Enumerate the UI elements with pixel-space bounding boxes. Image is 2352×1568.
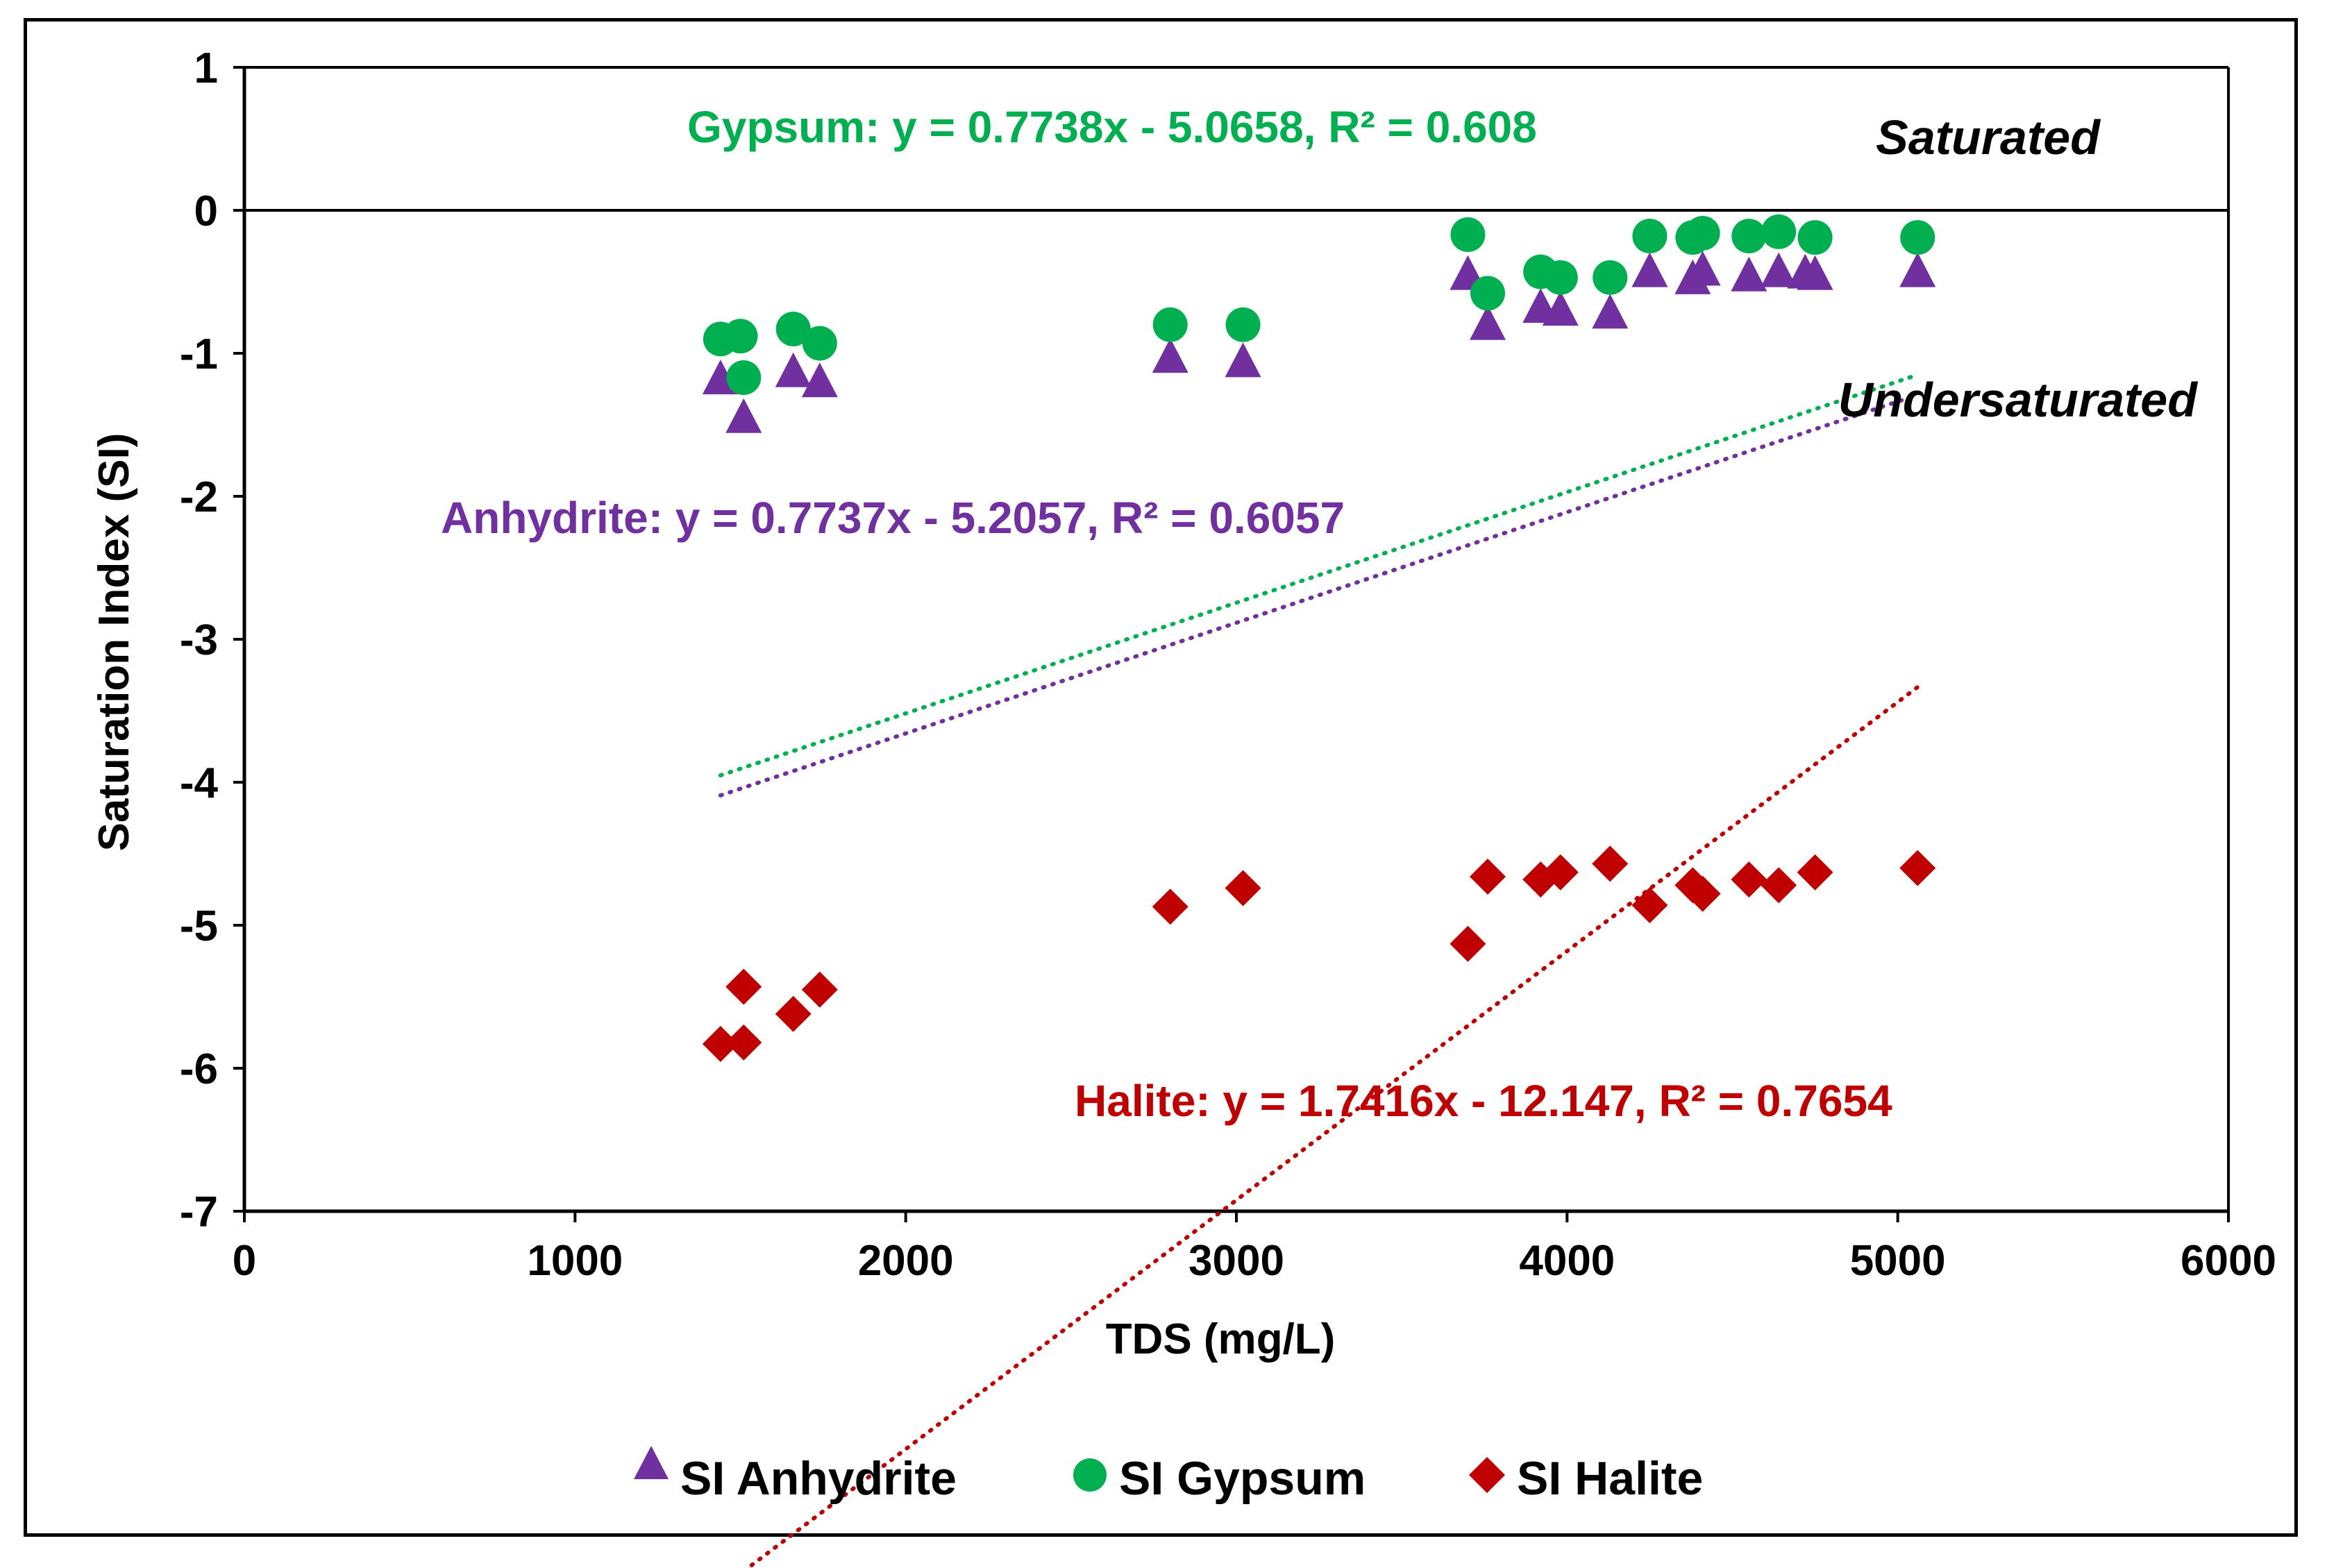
y-tick-label: -6 [180, 1045, 218, 1093]
si-halite-point [1684, 875, 1721, 912]
si-anhydrite-point [1631, 252, 1668, 287]
si-gypsum-point [1632, 219, 1668, 254]
si-halite-point [775, 995, 812, 1032]
halite-equation: Halite: y = 1.7416x - 12.147, R² = 0.765… [1075, 1076, 1892, 1126]
y-tick-label: -4 [180, 759, 219, 807]
y-axis-title: Saturation Index (SI) [90, 433, 138, 852]
si-gypsum-point [1543, 260, 1578, 295]
si-anhydrite-point [1761, 252, 1797, 287]
gypsum-equation: Gypsum: y = 0.7738x - 5.0658, R² = 0.608 [687, 102, 1537, 152]
si-gypsum-point [723, 319, 758, 354]
si-halite-point [725, 968, 762, 1005]
si-halite-point [1470, 858, 1506, 895]
si-anhydrite-point [725, 398, 762, 433]
data-points [702, 214, 1936, 1062]
si-halite-point [1631, 887, 1668, 924]
x-tick-label: 4000 [1519, 1237, 1615, 1285]
y-tick-label: -5 [180, 902, 218, 950]
si-gypsum-point [1225, 307, 1261, 342]
legend-halite-marker [1469, 1457, 1505, 1493]
si-gypsum-point [1470, 276, 1506, 311]
y-tick-label: -1 [180, 330, 218, 378]
si-halite-point [1450, 925, 1486, 962]
si-halite-point [1761, 867, 1797, 904]
si-gypsum-point [726, 360, 762, 396]
si-anhydrite-point [1592, 294, 1629, 329]
si-gypsum-point [1900, 220, 1935, 255]
y-tick-label: 0 [194, 187, 218, 235]
si-halite-point [1225, 870, 1261, 907]
si-gypsum-point [1593, 260, 1628, 295]
x-tick-label: 6000 [2181, 1237, 2276, 1285]
trendline-si-gypsum [718, 372, 1920, 778]
saturated-label: Saturated [1876, 110, 2101, 165]
si-anhydrite-point [1470, 305, 1506, 340]
si-halite-point [702, 1025, 739, 1062]
y-tick-label: 1 [194, 44, 218, 92]
si-gypsum-point [775, 311, 811, 346]
si-halite-point [1592, 845, 1629, 882]
si-gypsum-point [1685, 215, 1720, 251]
si-anhydrite-point [1152, 338, 1188, 373]
si-anhydrite-point [801, 362, 838, 398]
si-anhydrite-point [1225, 342, 1261, 378]
si-halite-point [1152, 888, 1188, 925]
trendlines [718, 372, 1920, 1568]
si-anhydrite-point [1797, 255, 1833, 290]
si-gypsum-point [1731, 219, 1767, 254]
si-halite-point [1731, 861, 1767, 898]
y-tick-label: -7 [180, 1188, 218, 1236]
si-anhydrite-point [1899, 252, 1936, 287]
si-halite-point [801, 971, 838, 1008]
trendline-si-halite [744, 684, 1920, 1568]
legend-gypsum-label: SI Gypsum [1119, 1452, 1366, 1505]
legend-anhydrite-marker [634, 1446, 669, 1479]
legend-anhydrite-label: SI Anhydrite [680, 1452, 957, 1505]
figure-frame [24, 18, 2298, 1537]
x-tick-label: 0 [233, 1237, 256, 1285]
si-anhydrite-point [1684, 251, 1721, 286]
si-halite-point [1542, 854, 1579, 891]
si-anhydrite-point [775, 352, 812, 387]
si-anhydrite-point [1542, 291, 1579, 326]
undersaturated-label: Undersaturated [1838, 373, 2199, 427]
x-axis-title: TDS (mg/L) [1106, 1315, 1336, 1363]
x-tick-label: 1000 [527, 1237, 623, 1285]
anhydrite-equation: Anhydrite: y = 0.7737x - 5.2057, R² = 0.… [441, 493, 1345, 543]
trendline-si-anhydrite [718, 392, 1920, 798]
si-gypsum-point [1797, 220, 1833, 255]
legend-halite-label: SI Halite [1517, 1452, 1703, 1505]
x-tick-label: 3000 [1188, 1237, 1284, 1285]
si-anhydrite-point [1731, 256, 1767, 292]
si-halite-point [1797, 854, 1833, 891]
si-halite-point [1899, 850, 1936, 886]
si-halite-point [725, 1024, 762, 1061]
y-tick-label: -3 [180, 616, 218, 664]
si-gypsum-point [1152, 307, 1188, 342]
si-gypsum-point [1450, 217, 1486, 253]
y-tick-label: -2 [180, 473, 218, 521]
legend: SI Anhydrite SI Gypsum SI Halite [634, 1446, 1703, 1505]
x-tick-label: 5000 [1850, 1237, 1946, 1285]
axes: 1 0 -1 -2 -3 -4 -5 -6 -7 0 1000 2000 3000 4000 5000 600… [180, 44, 2276, 1285]
si-gypsum-point [802, 326, 837, 361]
si-gypsum-point [1761, 214, 1797, 249]
x-tick-label: 2000 [858, 1237, 954, 1285]
legend-gypsum-marker [1073, 1458, 1107, 1492]
